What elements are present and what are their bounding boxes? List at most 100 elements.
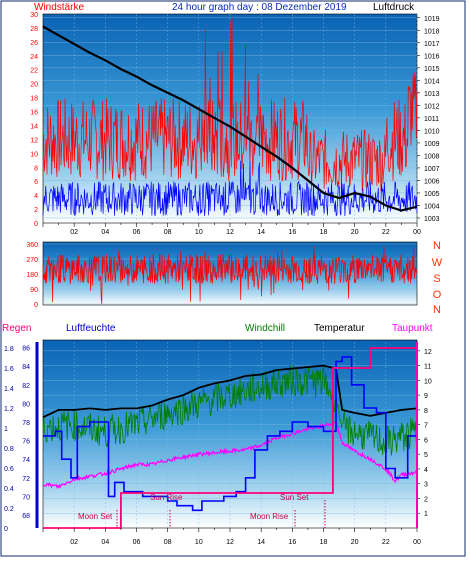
compass-s: S (433, 273, 440, 285)
regen-tick-label: 1.8 (4, 346, 14, 353)
pressure-tick-label: 1004 (424, 203, 440, 210)
pressure-tick-label: 1008 (424, 153, 440, 160)
wind-tick-label: 28 (30, 26, 38, 33)
hour-label: 20 (351, 229, 359, 236)
wind-tick-label: 20 (30, 82, 38, 89)
humidity-tick-label: 68 (22, 513, 30, 520)
wind-tick-label: 10 (30, 151, 38, 158)
pressure-tick-label: 1007 (424, 166, 440, 173)
wind-tick-label: 6 (34, 179, 38, 186)
compass-o: O (433, 289, 442, 301)
legend-regen: Regen (2, 323, 31, 334)
hour-label: 06 (133, 539, 141, 546)
humidity-tick-label: 70 (22, 494, 30, 501)
hour-label: 12 (226, 229, 234, 236)
axis-layer: 1003100410051006100710081009101010111012… (4, 12, 440, 546)
hour-label: 02 (70, 229, 78, 236)
regen-tick-label: 0.2 (4, 506, 14, 513)
pressure-tick-label: 1014 (424, 78, 440, 85)
series-direction-line (42, 246, 418, 305)
temp-tick-label: 6 (424, 437, 428, 444)
windstaerke-label: Windstärke (34, 2, 84, 13)
regen-tick-label: 0.6 (4, 466, 14, 473)
wind-tick-label: 4 (34, 193, 38, 200)
humidity-tick-label: 74 (22, 457, 30, 464)
direction-tick-label: 90 (30, 287, 38, 294)
pressure-tick-label: 1005 (424, 191, 440, 198)
pressure-tick-label: 1018 (424, 28, 440, 35)
pressure-tick-label: 1016 (424, 53, 440, 60)
hour-label: 08 (164, 539, 172, 546)
hour-label: 12 (226, 539, 234, 546)
direction-tick-label: 270 (26, 257, 38, 264)
series-gust-line (42, 17, 418, 192)
luftdruck-label: Luftdruck (373, 2, 415, 13)
hour-label: 20 (351, 539, 359, 546)
temp-tick-label: 8 (424, 408, 428, 415)
regen-tick-label: 0 (4, 526, 8, 533)
hour-label: 10 (195, 539, 203, 546)
legend-luftfeuchte: Luftfeuchte (66, 323, 116, 334)
hour-label: 00 (413, 539, 421, 546)
annotation-sun-set: Sun Set (280, 493, 309, 502)
humidity-tick-label: 76 (22, 439, 30, 446)
humidity-tick-label: 80 (22, 401, 30, 408)
temp-tick-label: 12 (424, 349, 432, 356)
chart-title: 24 hour graph day : 08 Dezember 2019 (172, 2, 347, 13)
hour-label: 06 (133, 229, 141, 236)
series-wind-line (42, 160, 418, 217)
hour-label: 02 (70, 539, 78, 546)
regen-tick-label: 1.6 (4, 366, 14, 373)
regen-tick-label: 1.2 (4, 406, 14, 413)
temp-tick-label: 10 (424, 378, 432, 385)
hour-label: 18 (320, 229, 328, 236)
series-taupunkt-line (42, 420, 418, 490)
hour-label: 14 (257, 229, 265, 236)
temp-tick-label: 1 (424, 511, 428, 518)
series-temperatur-line (42, 364, 418, 419)
pressure-tick-label: 1003 (424, 216, 440, 223)
legend-temperatur: Temperatur (314, 323, 365, 334)
pressure-tick-label: 1010 (424, 128, 440, 135)
wind-tick-label: 8 (34, 165, 38, 172)
hour-label: 16 (288, 539, 296, 546)
wind-tick-label: 14 (30, 123, 38, 130)
pressure-tick-label: 1011 (424, 116, 439, 123)
humidity-tick-label: 86 (22, 346, 30, 353)
hour-label: 00 (413, 229, 421, 236)
hour-label: 14 (257, 539, 265, 546)
regen-tick-label: 1 (4, 426, 8, 433)
pressure-tick-label: 1006 (424, 178, 440, 185)
temp-tick-label: 3 (424, 482, 428, 489)
annotation-moon-rise: Moon Rise (250, 512, 289, 521)
wind-tick-label: 2 (34, 207, 38, 214)
wind-tick-label: 26 (30, 40, 38, 47)
legend-windchill: Windchill (245, 323, 285, 334)
annotation-sun-rise: Sun Rise (150, 493, 183, 502)
wind-tick-label: 16 (30, 110, 38, 117)
series-regen-line (43, 347, 417, 529)
regen-tick-label: 0.4 (4, 486, 14, 493)
compass-n-top: N (433, 240, 441, 252)
temp-tick-label: 5 (424, 452, 428, 459)
wind-tick-label: 24 (30, 54, 38, 61)
hour-label: 18 (320, 539, 328, 546)
temp-tick-label: 2 (424, 496, 428, 503)
hour-label: 16 (288, 229, 296, 236)
direction-panel-background (42, 241, 418, 306)
humidity-tick-label: 82 (22, 383, 30, 390)
hour-label: 10 (195, 229, 203, 236)
pressure-tick-label: 1012 (424, 103, 440, 110)
wind-tick-label: 12 (30, 137, 38, 144)
regen-tick-label: 1.4 (4, 386, 14, 393)
series-pressure-line (42, 25, 418, 212)
wind-tick-label: 18 (30, 96, 38, 103)
series-windchill-line (42, 364, 418, 456)
hour-label: 04 (101, 229, 109, 236)
hour-label: 08 (164, 229, 172, 236)
temp-tick-label: 11 (424, 364, 431, 371)
humidity-tick-label: 84 (22, 364, 30, 371)
direction-tick-label: 360 (26, 242, 38, 249)
